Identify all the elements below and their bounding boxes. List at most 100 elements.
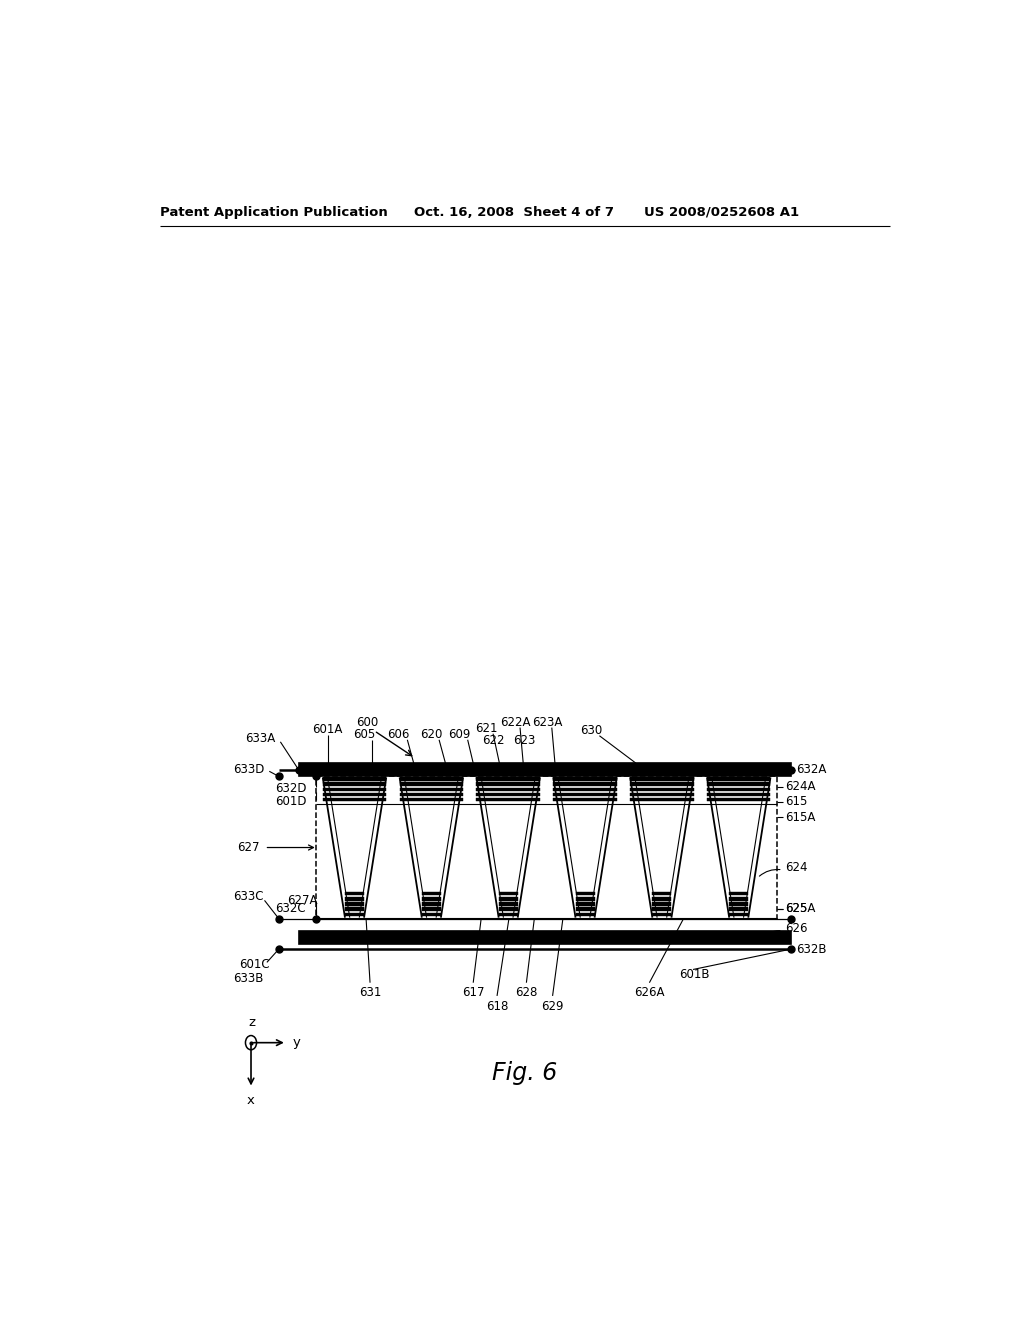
Bar bbox=[345, 907, 364, 911]
Text: 601C: 601C bbox=[240, 958, 269, 972]
Bar bbox=[323, 777, 386, 780]
Bar bbox=[399, 777, 463, 780]
Bar bbox=[323, 788, 386, 791]
Text: 632B: 632B bbox=[797, 942, 826, 956]
Bar bbox=[476, 783, 540, 785]
Text: 630: 630 bbox=[581, 725, 602, 737]
Bar bbox=[422, 892, 441, 895]
Text: 617: 617 bbox=[462, 986, 484, 999]
Text: 615A: 615A bbox=[785, 810, 815, 824]
Text: 601A: 601A bbox=[312, 723, 342, 737]
Text: 631: 631 bbox=[358, 986, 381, 999]
Bar bbox=[499, 903, 518, 906]
Text: 625: 625 bbox=[785, 902, 808, 915]
Text: 632A: 632A bbox=[797, 763, 826, 776]
Bar bbox=[399, 797, 463, 801]
Bar bbox=[630, 792, 693, 796]
Bar bbox=[630, 783, 693, 785]
Text: Oct. 16, 2008  Sheet 4 of 7: Oct. 16, 2008 Sheet 4 of 7 bbox=[414, 206, 613, 219]
Bar bbox=[652, 912, 672, 916]
Text: 624A: 624A bbox=[785, 780, 815, 793]
Text: 627A: 627A bbox=[287, 894, 317, 907]
Bar bbox=[499, 892, 518, 895]
Bar bbox=[707, 797, 770, 801]
Bar bbox=[729, 907, 749, 911]
Text: x: x bbox=[247, 1094, 255, 1107]
Text: 601B: 601B bbox=[680, 968, 710, 981]
Text: Patent Application Publication: Patent Application Publication bbox=[160, 206, 387, 219]
Text: Fig. 6: Fig. 6 bbox=[493, 1061, 557, 1085]
Text: 629: 629 bbox=[542, 999, 564, 1012]
Bar bbox=[399, 783, 463, 785]
Text: 633A: 633A bbox=[246, 733, 275, 746]
Text: 620: 620 bbox=[420, 729, 442, 742]
Bar bbox=[299, 931, 791, 944]
Bar bbox=[630, 788, 693, 791]
Bar bbox=[345, 898, 364, 900]
Bar bbox=[476, 792, 540, 796]
Bar bbox=[729, 892, 749, 895]
Bar bbox=[476, 788, 540, 791]
Bar bbox=[422, 912, 441, 916]
Bar bbox=[652, 892, 672, 895]
Text: z: z bbox=[249, 1016, 256, 1028]
Text: 615: 615 bbox=[785, 795, 808, 808]
Bar bbox=[476, 797, 540, 801]
Text: 609: 609 bbox=[449, 729, 471, 742]
Bar bbox=[399, 792, 463, 796]
Bar bbox=[652, 903, 672, 906]
Bar bbox=[575, 903, 595, 906]
Bar bbox=[553, 777, 616, 780]
Bar bbox=[499, 907, 518, 911]
Bar bbox=[422, 907, 441, 911]
Text: y: y bbox=[293, 1036, 301, 1049]
Text: 621: 621 bbox=[475, 722, 498, 735]
Bar bbox=[345, 912, 364, 916]
Text: 623A: 623A bbox=[531, 715, 562, 729]
Text: 633B: 633B bbox=[233, 972, 264, 985]
Bar bbox=[553, 797, 616, 801]
Bar bbox=[707, 783, 770, 785]
Bar bbox=[323, 792, 386, 796]
Bar bbox=[323, 797, 386, 801]
Bar bbox=[630, 797, 693, 801]
Bar bbox=[553, 792, 616, 796]
Bar bbox=[323, 783, 386, 785]
Bar bbox=[575, 912, 595, 916]
Text: 601D: 601D bbox=[274, 795, 306, 808]
Text: 633D: 633D bbox=[233, 763, 265, 776]
Text: US 2008/0252608 A1: US 2008/0252608 A1 bbox=[644, 206, 799, 219]
Text: 632D: 632D bbox=[274, 781, 306, 795]
Bar bbox=[399, 788, 463, 791]
Text: 605: 605 bbox=[353, 729, 376, 742]
Bar bbox=[652, 898, 672, 900]
Bar bbox=[476, 777, 540, 780]
Text: 600: 600 bbox=[355, 715, 378, 729]
Bar bbox=[575, 892, 595, 895]
Text: 627: 627 bbox=[238, 841, 260, 854]
Bar bbox=[729, 898, 749, 900]
Bar bbox=[729, 912, 749, 916]
Bar bbox=[499, 912, 518, 916]
Text: 606: 606 bbox=[387, 729, 409, 742]
Bar bbox=[422, 903, 441, 906]
Bar bbox=[553, 788, 616, 791]
Bar bbox=[575, 907, 595, 911]
Bar bbox=[575, 898, 595, 900]
Bar bbox=[630, 777, 693, 780]
Bar bbox=[345, 903, 364, 906]
Bar bbox=[553, 783, 616, 785]
Text: 623: 623 bbox=[514, 734, 536, 747]
Bar bbox=[345, 892, 364, 895]
Text: 622A: 622A bbox=[500, 715, 530, 729]
Text: 628: 628 bbox=[515, 986, 538, 999]
Bar bbox=[729, 903, 749, 906]
Bar bbox=[316, 776, 777, 919]
Bar bbox=[707, 777, 770, 780]
Text: 633C: 633C bbox=[232, 890, 263, 903]
Bar bbox=[707, 792, 770, 796]
Bar bbox=[707, 788, 770, 791]
Text: 622: 622 bbox=[482, 734, 504, 747]
Bar bbox=[652, 907, 672, 911]
Bar bbox=[499, 898, 518, 900]
